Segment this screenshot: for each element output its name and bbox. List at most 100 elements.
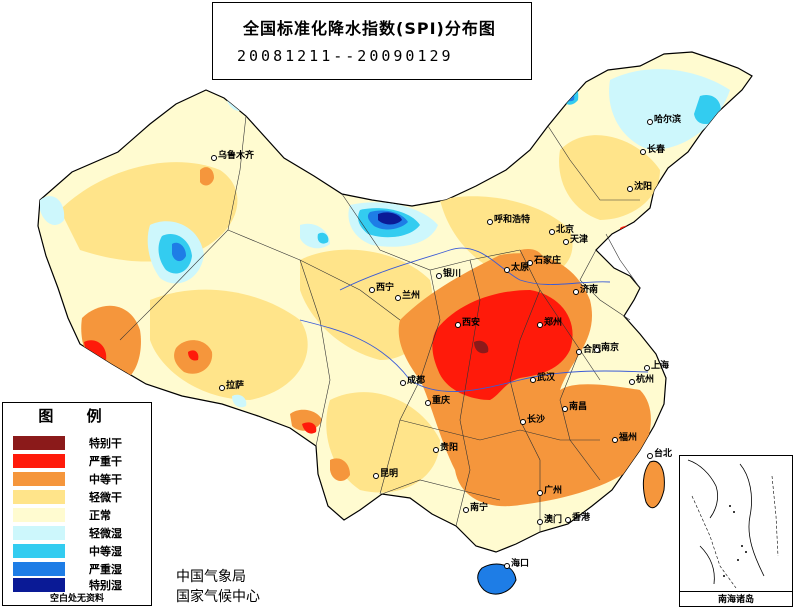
legend-label: 中等干 bbox=[89, 473, 122, 486]
inset-map bbox=[687, 459, 779, 589]
city-marker bbox=[537, 490, 543, 496]
city-marker bbox=[573, 289, 579, 295]
legend-swatch bbox=[13, 508, 65, 522]
severe-dry-zone bbox=[302, 422, 317, 434]
city-marker bbox=[644, 365, 650, 371]
legend-item: 中等干 bbox=[13, 471, 149, 487]
moderate-dry-zone bbox=[330, 458, 350, 482]
legend-swatch bbox=[13, 472, 65, 486]
credit-cma: 中国气象局 bbox=[176, 569, 246, 585]
legend-item: 特别湿 bbox=[13, 577, 149, 593]
legend-label: 轻微干 bbox=[89, 491, 122, 504]
taiwan-island bbox=[642, 460, 665, 509]
city-label: 长沙 bbox=[527, 415, 546, 425]
city-label: 济南 bbox=[580, 285, 599, 295]
city-marker bbox=[537, 519, 543, 525]
severe-wet-zone bbox=[172, 242, 186, 262]
city-marker bbox=[369, 287, 375, 293]
city-label: 福州 bbox=[619, 433, 638, 443]
city-marker bbox=[527, 260, 533, 266]
city-marker bbox=[504, 267, 510, 273]
city-label: 石家庄 bbox=[534, 256, 562, 266]
city-marker bbox=[463, 507, 469, 513]
spi-contour-layer bbox=[40, 69, 730, 507]
city-marker bbox=[487, 219, 493, 225]
city-marker bbox=[612, 437, 618, 443]
legend-item: 轻微湿 bbox=[13, 525, 149, 541]
legend-label: 严重干 bbox=[89, 455, 122, 468]
moderate-dry-zone bbox=[200, 167, 214, 186]
province-boundaries bbox=[119, 115, 641, 532]
city-marker bbox=[537, 322, 543, 328]
legend-label: 正常 bbox=[89, 509, 111, 522]
legend-item: 轻微干 bbox=[13, 489, 149, 505]
severe-dry-zone bbox=[432, 290, 573, 400]
city-label: 郑州 bbox=[544, 318, 563, 328]
legend-label: 中等湿 bbox=[89, 545, 122, 558]
legend-swatch bbox=[13, 544, 65, 558]
city-label: 南宁 bbox=[470, 503, 489, 513]
city-marker bbox=[576, 349, 582, 355]
slight-wet-zone bbox=[609, 69, 730, 150]
city-label: 海口 bbox=[511, 559, 530, 569]
city-label: 长春 bbox=[647, 145, 666, 155]
city-marker bbox=[455, 322, 461, 328]
severe-dry-zone bbox=[84, 340, 107, 362]
slight-wet-zone bbox=[232, 394, 247, 408]
city-label: 南京 bbox=[601, 343, 620, 353]
severe-wet-zone bbox=[562, 86, 575, 102]
city-label: 北京 bbox=[556, 225, 575, 235]
legend-swatch bbox=[13, 454, 65, 468]
extreme-dry-zone bbox=[474, 340, 489, 354]
city-marker bbox=[647, 119, 653, 125]
city-marker bbox=[627, 186, 633, 192]
city-label: 银川 bbox=[443, 269, 462, 279]
city-marker bbox=[594, 347, 600, 353]
city-label: 上海 bbox=[651, 361, 670, 371]
city-label: 香港 bbox=[572, 513, 591, 523]
city-marker bbox=[647, 453, 653, 459]
legend-label: 特别湿 bbox=[89, 579, 122, 592]
city-label: 成都 bbox=[407, 376, 426, 386]
inset-label: 南海诸岛 bbox=[680, 591, 792, 606]
legend-item: 正常 bbox=[13, 507, 149, 523]
city-label: 南昌 bbox=[569, 402, 588, 412]
map-title: 全国标准化降水指数(SPI)分布图 bbox=[243, 19, 496, 38]
city-label: 澳门 bbox=[544, 515, 563, 525]
legend-item: 中等湿 bbox=[13, 543, 149, 559]
credit-ncc: 国家气候中心 bbox=[176, 589, 260, 605]
city-marker bbox=[400, 380, 406, 386]
city-marker bbox=[520, 419, 526, 425]
legend-swatch bbox=[13, 490, 65, 504]
legend-note: 空白处无资料 bbox=[49, 594, 104, 604]
hainan-island bbox=[477, 563, 517, 595]
city-label: 乌鲁木齐 bbox=[218, 151, 255, 161]
city-label: 沈阳 bbox=[634, 182, 653, 192]
legend-item: 严重湿 bbox=[13, 561, 149, 577]
legend-label: 特别干 bbox=[89, 437, 122, 450]
city-marker bbox=[436, 273, 442, 279]
city-marker bbox=[563, 239, 569, 245]
south-china-sea-inset: 南海诸岛 bbox=[679, 455, 793, 607]
city-label: 太原 bbox=[511, 263, 530, 273]
city-label: 合肥 bbox=[583, 345, 602, 355]
legend-title: 图 例 bbox=[38, 407, 116, 425]
city-label: 杭州 bbox=[636, 375, 655, 385]
legend-swatch bbox=[13, 436, 65, 450]
city-label: 呼和浩特 bbox=[494, 215, 531, 225]
city-label: 重庆 bbox=[432, 396, 451, 406]
city-marker bbox=[504, 563, 510, 569]
legend-item: 严重干 bbox=[13, 453, 149, 469]
city-marker bbox=[549, 229, 555, 235]
legend: 图 例 特别干 严重干 中等干 轻微干 正常 轻微湿 中等湿 bbox=[2, 402, 152, 606]
city-marker bbox=[562, 406, 568, 412]
city-label: 贵阳 bbox=[440, 443, 459, 453]
legend-swatch bbox=[13, 562, 65, 576]
extreme-wet-zone bbox=[378, 212, 402, 225]
city-label: 台北 bbox=[654, 449, 673, 459]
legend-swatch bbox=[13, 526, 65, 540]
city-label: 天津 bbox=[570, 235, 589, 245]
city-marker bbox=[640, 149, 646, 155]
severe-dry-zone bbox=[188, 350, 199, 361]
